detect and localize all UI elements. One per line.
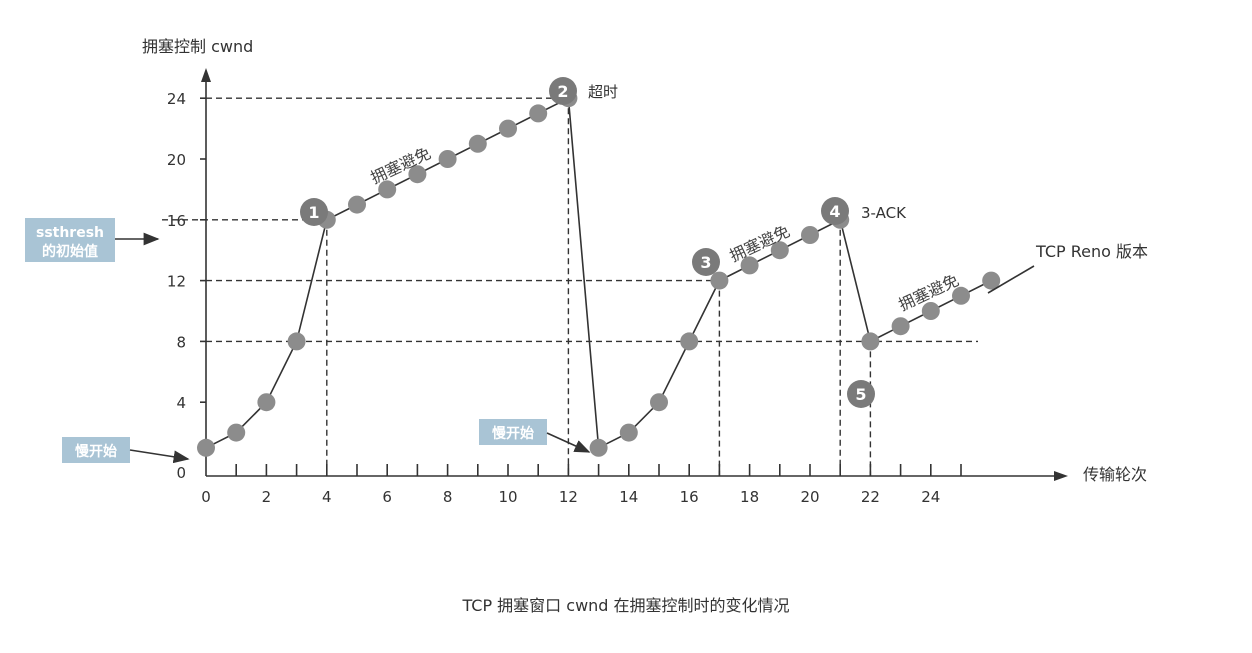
x-tick-label: 4 [322, 488, 332, 506]
data-point [982, 271, 1001, 290]
y-axis-ticks: 0 4 8 12 16 20 24 [167, 90, 206, 482]
slow-start-callout-1-arrow [129, 449, 190, 464]
marker-1-number: 1 [308, 203, 319, 222]
x-tick-label: 8 [443, 488, 453, 506]
figure-caption: TCP 拥塞窗口 cwnd 在拥塞控制时的变化情况 [462, 596, 790, 615]
ssthresh-callout-line1: ssthresh [36, 225, 104, 241]
x-tick-label: 14 [619, 488, 638, 506]
data-point [348, 195, 366, 214]
marker-4-number: 4 [829, 202, 840, 221]
data-point [952, 286, 970, 305]
slow-start-callout-2: 慢开始 [479, 419, 591, 453]
data-point [529, 104, 548, 123]
x-tick-label: 18 [740, 488, 759, 506]
x-tick-label: 6 [382, 488, 392, 506]
slow-start-callout-2-arrow [546, 432, 591, 453]
marker-5: 5 [847, 380, 875, 408]
data-point [499, 119, 517, 138]
data-point [740, 256, 759, 275]
marker-4-text: 3-ACK [861, 204, 907, 222]
x-axis-arrow [1054, 471, 1068, 481]
y-tick-label: 8 [176, 333, 186, 351]
reno-label: TCP Reno 版本 [1035, 242, 1148, 261]
cwnd-points [197, 89, 1001, 457]
x-tick-label: 0 [201, 488, 211, 506]
marker-3: 3 [692, 248, 720, 276]
data-point [770, 241, 789, 260]
x-tick-label: 24 [921, 488, 940, 506]
x-tick-label: 16 [680, 488, 699, 506]
data-point [197, 438, 215, 457]
marker-3-number: 3 [700, 253, 711, 272]
data-point [861, 332, 880, 351]
marker-2-number: 2 [557, 82, 568, 101]
x-axis-ticks: 0 2 4 6 8 10 12 14 16 18 20 22 24 [201, 464, 962, 506]
data-point [801, 226, 819, 244]
threshold-lines [162, 97, 978, 343]
label-congestion-avoidance-1: 拥塞避免 [368, 143, 434, 187]
y-axis-label: 拥塞控制 cwnd [142, 37, 253, 56]
data-point [468, 134, 487, 153]
slow-start-callout-2-text: 慢开始 [492, 425, 534, 442]
x-axis-label: 传输轮次 [1083, 465, 1147, 484]
x-tick-label: 22 [861, 488, 880, 506]
y-tick-label: 4 [176, 394, 186, 412]
data-point [227, 423, 246, 442]
data-point [921, 302, 940, 320]
marker-5-number: 5 [855, 385, 866, 404]
marker-2: 2 [549, 77, 577, 105]
marker-1: 1 [300, 198, 328, 226]
data-point [438, 150, 457, 168]
data-point [287, 332, 306, 351]
data-point [891, 317, 910, 336]
data-point [408, 165, 427, 184]
y-tick-label: 24 [167, 90, 186, 108]
data-point [589, 438, 608, 457]
y-tick-label: 20 [167, 151, 186, 169]
ssthresh-callout-line2: 的初始值 [42, 243, 98, 260]
ssthresh-callout: ssthresh 的初始值 [25, 218, 160, 262]
marker-4: 4 [821, 197, 849, 225]
y-axis-arrow [201, 68, 211, 82]
x-tick-label: 20 [800, 488, 819, 506]
turning-point-guides [326, 98, 872, 476]
data-point [650, 393, 668, 412]
y-tick-label: 16 [167, 212, 186, 230]
x-tick-label: 12 [559, 488, 578, 506]
data-point [257, 393, 276, 412]
y-tick-label: 0 [176, 464, 186, 482]
data-point [710, 271, 729, 290]
x-tick-label: 2 [262, 488, 272, 506]
data-point [619, 423, 638, 442]
x-tick-label: 10 [498, 488, 517, 506]
data-point [378, 180, 397, 199]
slow-start-callout-1-text: 慢开始 [75, 443, 117, 460]
y-tick-label: 12 [167, 273, 186, 291]
marker-2-text: 超时 [588, 83, 618, 101]
reno-extension-line [987, 265, 1035, 294]
data-point [680, 332, 699, 351]
slow-start-callout-1: 慢开始 [62, 437, 190, 464]
